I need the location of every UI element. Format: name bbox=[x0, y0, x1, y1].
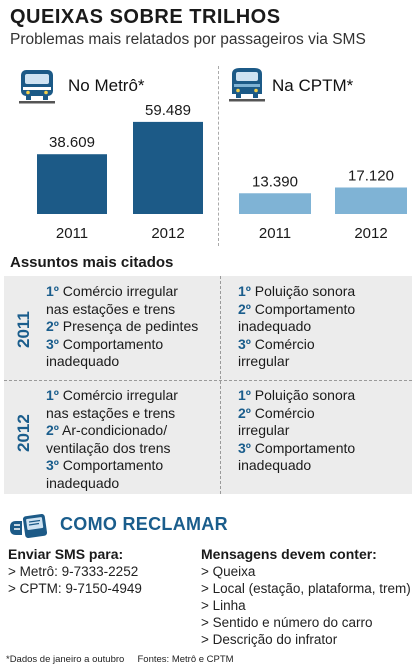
topic-rank: 3º bbox=[238, 335, 251, 352]
topic-rank: 3º bbox=[46, 335, 59, 352]
page-subtitle: Problemas mais relatados por passageiros… bbox=[10, 31, 366, 48]
topic-rank: 1º bbox=[46, 387, 59, 403]
bar-value-label: 13.390 bbox=[252, 173, 298, 190]
cptm-train-icon bbox=[229, 68, 265, 102]
topic-line: nas estações e trens bbox=[46, 301, 198, 319]
topic-text: inadequado bbox=[46, 353, 120, 369]
topic-line: nas estações e trens bbox=[46, 405, 178, 423]
info-item: > Linha bbox=[201, 598, 246, 613]
topic-text: Poluição sonora bbox=[254, 283, 356, 299]
topic-line: 2º Comportamento bbox=[238, 301, 355, 319]
cptm-label: Na CPTM* bbox=[272, 76, 354, 95]
year-label-2011: 2011 bbox=[14, 311, 33, 348]
topic-text: irregular bbox=[238, 422, 290, 438]
cptm-2012-list: 1º Poluição sonora 2º Comércio irregular 3º… bbox=[238, 387, 355, 475]
topic-text: irregular bbox=[238, 353, 290, 369]
topics-grid-divider-h bbox=[4, 380, 412, 381]
sms-list: > Metrô: 9-7333-2252 > CPTM: 9-7150-4949 bbox=[8, 563, 142, 597]
info-item: > Descrição do infrator bbox=[201, 632, 338, 647]
year-label-2012: 2012 bbox=[14, 414, 33, 452]
topic-text: Comportamento bbox=[62, 457, 164, 473]
topic-rank: 3º bbox=[46, 457, 59, 473]
topic-text: Comércio irregular bbox=[62, 387, 178, 403]
topic-text: nas estações e trens bbox=[46, 300, 176, 317]
message-heading: Mensagens devem conter: bbox=[201, 546, 377, 562]
topic-rank: 3º bbox=[238, 439, 251, 456]
topic-rank: 1º bbox=[238, 387, 251, 403]
topic-line: 2º Comércio bbox=[238, 405, 355, 423]
topic-line: 3º Comércio bbox=[238, 336, 355, 354]
bar-2012 bbox=[133, 121, 203, 214]
topic-text: inadequado bbox=[46, 474, 120, 491]
topic-rank: 1º bbox=[46, 283, 59, 299]
topic-line: inadequado bbox=[46, 353, 198, 371]
topic-line: inadequado bbox=[46, 475, 178, 493]
topic-text: nas estações e trens bbox=[46, 404, 176, 421]
topic-text: Comportamento bbox=[254, 300, 356, 317]
topic-line: inadequado bbox=[238, 457, 355, 475]
topic-line: irregular bbox=[238, 353, 355, 371]
topic-line: 3º Comportamento bbox=[46, 457, 178, 475]
bar-2012 bbox=[335, 187, 407, 214]
metro-2011-list: 1º Comércio irregular nas estações e tren… bbox=[46, 283, 198, 371]
topic-text: Comércio irregular bbox=[62, 283, 178, 299]
topic-text: Poluição sonora bbox=[254, 387, 356, 403]
topic-line: 3º Comportamento bbox=[46, 336, 198, 354]
phone-sms-icon bbox=[10, 513, 48, 539]
topics-grid bbox=[4, 276, 412, 494]
topic-line: 2º Ar-condicionado/ bbox=[46, 422, 178, 440]
topics-grid-divider-v bbox=[220, 276, 221, 494]
topic-line: ventilação dos trens bbox=[46, 440, 178, 458]
topic-text: Comportamento bbox=[254, 439, 356, 456]
topic-text: Presença de pedintes bbox=[62, 318, 199, 334]
topic-rank: 2º bbox=[238, 300, 251, 317]
topic-line: 3º Comportamento bbox=[238, 440, 355, 458]
sms-heading: Enviar SMS para: bbox=[8, 546, 124, 562]
topic-text: Comércio bbox=[254, 404, 315, 421]
cptm-2011-list: 1º Poluição sonora 2º Comportamento inadeq… bbox=[238, 283, 355, 371]
metro-label: No Metrô* bbox=[68, 76, 145, 95]
bar-2011 bbox=[239, 193, 311, 214]
bar-value-label: 38.609 bbox=[49, 134, 95, 151]
topic-text: Comércio bbox=[254, 335, 315, 352]
topic-text: ventilação dos trens bbox=[46, 439, 171, 456]
metro-2012-list: 1º Comércio irregular nas estações e tren… bbox=[46, 387, 178, 492]
bar-value-label: 17.120 bbox=[348, 167, 394, 184]
info-item: > Sentido e número do carro bbox=[201, 615, 373, 630]
info-item: > Local (estação, plataforma, trem) bbox=[201, 581, 411, 596]
topic-rank: 1º bbox=[238, 283, 251, 299]
chart-divider bbox=[218, 66, 219, 246]
topic-line: 1º Comércio irregular bbox=[46, 387, 178, 405]
topic-line: 1º Poluição sonora bbox=[238, 387, 355, 405]
bar-value-label: 59.489 bbox=[145, 102, 191, 119]
bar-2011 bbox=[37, 154, 107, 214]
cptm-bar-chart: 13.390 2011 17.120 2012 bbox=[239, 167, 407, 242]
category-label: 2012 bbox=[151, 225, 184, 242]
topic-text: Ar-condicionado/ bbox=[62, 422, 168, 438]
metro-train-icon bbox=[19, 70, 55, 104]
topic-rank: 2º bbox=[238, 404, 251, 421]
topic-line: irregular bbox=[238, 422, 355, 440]
info-item: > Queixa bbox=[201, 564, 256, 579]
page-title: QUEIXAS SOBRE TRILHOS bbox=[10, 6, 281, 28]
how-to-complain-title: COMO RECLAMAR bbox=[60, 514, 228, 534]
info-item: > CPTM: 9-7150-4949 bbox=[8, 581, 142, 596]
topic-rank: 2º bbox=[46, 422, 59, 438]
topic-line: inadequado bbox=[238, 318, 355, 336]
topic-rank: 2º bbox=[46, 318, 59, 334]
category-label: 2012 bbox=[354, 225, 387, 242]
category-label: 2011 bbox=[259, 225, 291, 242]
category-label: 2011 bbox=[56, 225, 88, 242]
topic-text: inadequado bbox=[238, 318, 312, 334]
topic-text: inadequado bbox=[238, 457, 312, 473]
footnote: *Dados de janeiro a outubro Fontes: Metr… bbox=[6, 654, 234, 665]
info-item: > Metrô: 9-7333-2252 bbox=[8, 564, 139, 579]
topic-line: 2º Presença de pedintes bbox=[46, 318, 198, 336]
topic-line: 1º Poluição sonora bbox=[238, 283, 355, 301]
topic-text: Comportamento bbox=[62, 335, 164, 352]
message-list: > Queixa > Local (estação, plataforma, tr… bbox=[201, 563, 411, 648]
topic-line: 1º Comércio irregular bbox=[46, 283, 198, 301]
metro-bar-chart: 38.609 2011 59.489 2012 bbox=[37, 102, 203, 242]
topics-heading: Assuntos mais citados bbox=[10, 254, 174, 271]
